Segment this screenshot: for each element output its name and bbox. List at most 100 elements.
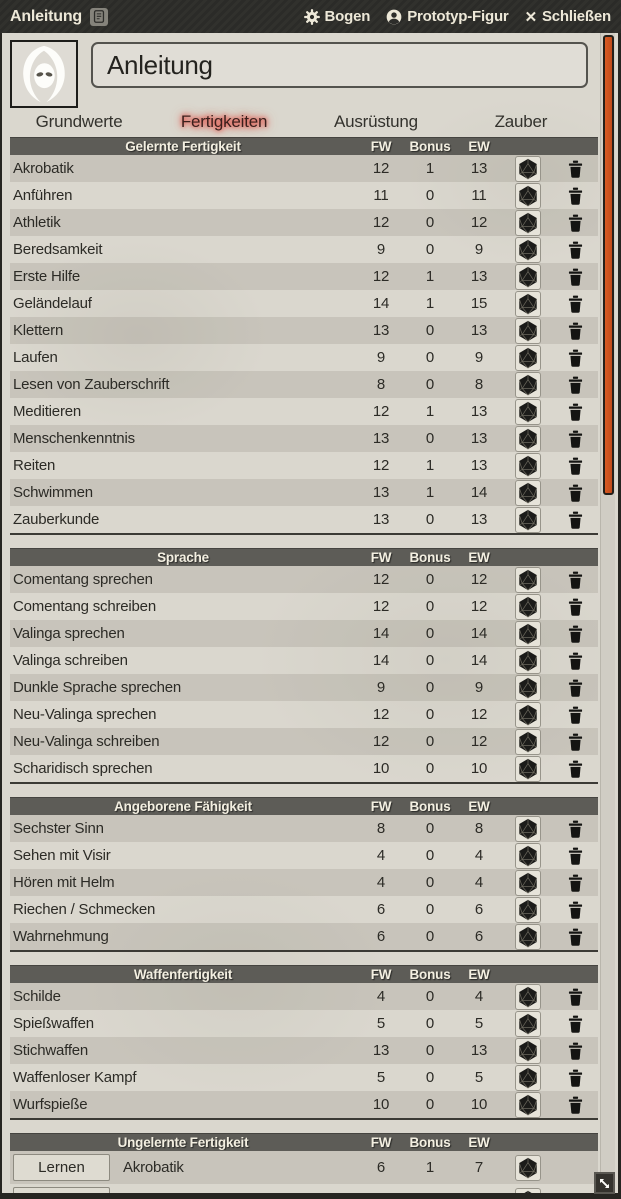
trash-icon xyxy=(568,349,583,367)
trash-icon xyxy=(568,295,583,313)
roll-dice-button[interactable] xyxy=(515,647,541,674)
delete-skill-button[interactable] xyxy=(566,845,585,867)
scrollbar-track[interactable] xyxy=(600,33,615,1193)
delete-skill-button[interactable] xyxy=(566,509,585,531)
delete-skill-button[interactable] xyxy=(566,986,585,1008)
delete-skill-button[interactable] xyxy=(566,401,585,423)
section-header: Waffenfertigkeit FW Bonus EW xyxy=(10,965,598,983)
skill-name: Sehen mit Visir xyxy=(13,847,111,864)
character-name-input[interactable] xyxy=(91,42,588,88)
roll-dice-button[interactable] xyxy=(515,182,541,209)
delete-skill-button[interactable] xyxy=(566,758,585,780)
delete-skill-button[interactable] xyxy=(566,293,585,315)
skill-fw-value: 11 xyxy=(373,187,389,204)
delete-skill-button[interactable] xyxy=(566,872,585,894)
delete-skill-button[interactable] xyxy=(566,428,585,450)
skill-ew-value: 13 xyxy=(470,511,488,528)
section-header: Ungelernte Fertigkeit FW Bonus EW xyxy=(10,1133,598,1151)
roll-dice-button[interactable] xyxy=(515,1091,541,1118)
roll-dice-button[interactable] xyxy=(515,983,541,1010)
roll-dice-button[interactable] xyxy=(515,1064,541,1091)
roll-dice-button[interactable] xyxy=(515,317,541,344)
d20-dice-icon xyxy=(517,239,539,261)
trash-icon xyxy=(568,679,583,697)
roll-dice-button[interactable] xyxy=(515,593,541,620)
roll-dice-button[interactable] xyxy=(515,425,541,452)
roll-dice-button[interactable] xyxy=(515,755,541,782)
skill-fw-value: 8 xyxy=(376,376,386,393)
skill-row: Schwimmen 13 1 14 xyxy=(10,479,598,506)
learn-button[interactable]: Lernen xyxy=(13,1187,110,1193)
roll-dice-button[interactable] xyxy=(515,344,541,371)
d20-dice-icon xyxy=(517,986,539,1008)
roll-dice-button[interactable] xyxy=(515,842,541,869)
roll-dice-button[interactable] xyxy=(515,923,541,950)
bogen-button[interactable]: Bogen xyxy=(303,8,370,25)
roll-dice-button[interactable] xyxy=(515,398,541,425)
roll-dice-button[interactable] xyxy=(515,371,541,398)
roll-dice-button[interactable] xyxy=(515,236,541,263)
roll-dice-button[interactable] xyxy=(515,815,541,842)
delete-skill-button[interactable] xyxy=(566,731,585,753)
delete-skill-button[interactable] xyxy=(566,347,585,369)
roll-dice-button[interactable] xyxy=(515,263,541,290)
delete-skill-button[interactable] xyxy=(566,569,585,591)
roll-dice-button[interactable] xyxy=(515,209,541,236)
delete-skill-button[interactable] xyxy=(566,650,585,672)
tab-fertigkeiten[interactable]: Fertigkeiten xyxy=(180,112,268,131)
scrollbar-thumb[interactable] xyxy=(603,35,614,495)
learn-button[interactable]: Lernen xyxy=(13,1154,110,1181)
delete-skill-button[interactable] xyxy=(566,926,585,948)
delete-skill-button[interactable] xyxy=(566,899,585,921)
delete-skill-button[interactable] xyxy=(566,1013,585,1035)
delete-skill-button[interactable] xyxy=(566,1040,585,1062)
delete-skill-button[interactable] xyxy=(566,596,585,618)
delete-skill-button[interactable] xyxy=(566,266,585,288)
avatar[interactable] xyxy=(10,40,78,108)
learn-cell: Lernen xyxy=(10,1154,120,1181)
roll-dice-button[interactable] xyxy=(515,452,541,479)
tab-grundwerte[interactable]: Grundwerte xyxy=(35,112,123,131)
roll-dice-button[interactable] xyxy=(515,620,541,647)
roll-dice-button[interactable] xyxy=(515,869,541,896)
delete-skill-button[interactable] xyxy=(566,212,585,234)
delete-skill-button[interactable] xyxy=(566,623,585,645)
roll-dice-button[interactable] xyxy=(515,701,541,728)
delete-skill-button[interactable] xyxy=(566,185,585,207)
tab-zauber[interactable]: Zauber xyxy=(494,112,548,131)
delete-skill-button[interactable] xyxy=(566,320,585,342)
roll-dice-button[interactable] xyxy=(515,1037,541,1064)
roll-dice-button[interactable] xyxy=(515,896,541,923)
close-button[interactable]: ✕ Schließen xyxy=(525,8,612,26)
skill-ew-value: 11 xyxy=(471,187,487,204)
skill-fw-value: 4 xyxy=(376,874,386,891)
delete-skill-button[interactable] xyxy=(566,455,585,477)
d20-dice-icon xyxy=(517,731,539,753)
column-header-fw: FW xyxy=(370,799,392,814)
roll-dice-button[interactable] xyxy=(515,1187,541,1193)
roll-dice-button[interactable] xyxy=(515,155,541,182)
roll-dice-button[interactable] xyxy=(515,1010,541,1037)
delete-skill-button[interactable] xyxy=(566,482,585,504)
skill-bonus-value: 0 xyxy=(425,430,435,447)
delete-skill-button[interactable] xyxy=(566,158,585,180)
roll-dice-button[interactable] xyxy=(515,479,541,506)
roll-dice-button[interactable] xyxy=(515,290,541,317)
delete-skill-button[interactable] xyxy=(566,818,585,840)
roll-dice-button[interactable] xyxy=(515,506,541,533)
delete-skill-button[interactable] xyxy=(566,704,585,726)
roll-dice-button[interactable] xyxy=(515,1154,541,1181)
delete-skill-button[interactable] xyxy=(566,239,585,261)
trash-icon xyxy=(568,625,583,643)
roll-dice-button[interactable] xyxy=(515,728,541,755)
delete-skill-button[interactable] xyxy=(566,1094,585,1116)
delete-skill-button[interactable] xyxy=(566,1067,585,1089)
skill-bonus-value: 0 xyxy=(425,820,435,837)
delete-skill-button[interactable] xyxy=(566,374,585,396)
roll-dice-button[interactable] xyxy=(515,674,541,701)
delete-skill-button[interactable] xyxy=(566,677,585,699)
resize-grip[interactable] xyxy=(594,1172,615,1194)
roll-dice-button[interactable] xyxy=(515,566,541,593)
tab-ausruestung[interactable]: Ausrüstung xyxy=(333,112,418,131)
prototyp-figur-button[interactable]: Prototyp-Figur xyxy=(386,8,509,25)
